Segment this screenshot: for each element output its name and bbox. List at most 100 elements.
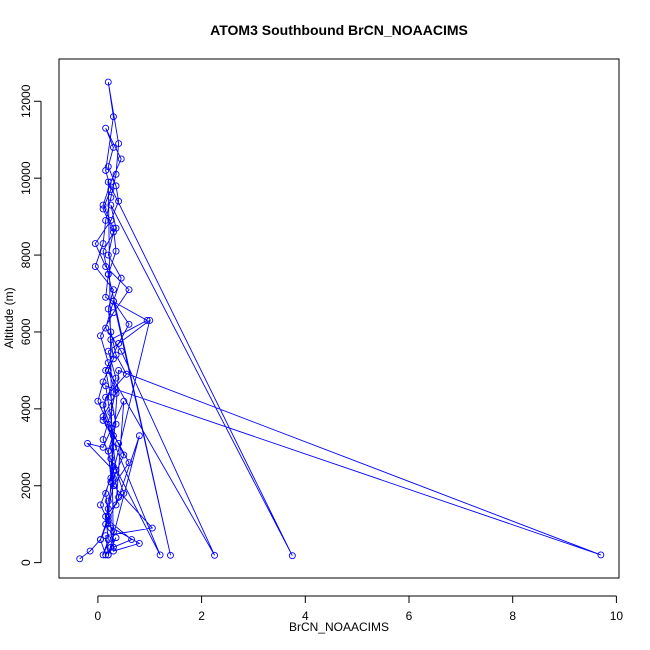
data-point	[109, 286, 117, 294]
data-point	[109, 482, 117, 490]
data-point	[107, 186, 115, 194]
y-tick-label: 10000	[19, 161, 33, 195]
data-point	[104, 78, 112, 86]
data-point	[117, 274, 125, 282]
data-point	[148, 524, 156, 532]
y-tick-label: 2000	[19, 472, 33, 499]
data-point	[120, 451, 128, 459]
data-point	[104, 251, 112, 259]
data-point	[102, 293, 110, 301]
y-tick-label: 4000	[19, 395, 33, 422]
data-point	[97, 332, 104, 340]
data-point	[135, 432, 143, 440]
x-tick-label: 8	[509, 609, 516, 623]
data-point	[125, 459, 133, 467]
x-tick-label: 0	[95, 609, 102, 623]
y-tick-label: 8000	[19, 241, 33, 268]
data-point	[104, 359, 112, 367]
data-point	[112, 420, 120, 428]
data-point	[99, 240, 107, 247]
data-point	[107, 217, 115, 224]
data-point	[102, 489, 110, 497]
chart-title: ATOM3 Southbound BrCN_NOAACIMS	[210, 22, 468, 38]
data-point	[211, 551, 219, 559]
data-point	[107, 201, 115, 209]
data-point	[112, 182, 120, 190]
data-point	[104, 551, 112, 559]
data-point	[99, 401, 107, 409]
data-point	[94, 397, 102, 405]
data-point	[102, 124, 110, 132]
data-point	[115, 439, 123, 447]
data-point	[99, 436, 107, 444]
data-point	[99, 551, 107, 559]
data-point	[99, 413, 107, 420]
data-point	[76, 555, 84, 563]
data-point	[120, 397, 128, 405]
data-point	[91, 263, 99, 271]
data-point	[107, 455, 115, 463]
data-point	[109, 543, 117, 551]
data-point	[99, 443, 107, 451]
data-point	[109, 432, 117, 440]
data-point	[107, 524, 115, 532]
data-point	[115, 197, 123, 205]
data-point	[102, 324, 110, 332]
data-point	[104, 366, 112, 374]
y-tick-label: 0	[19, 559, 33, 566]
data-point	[122, 370, 130, 378]
data-point	[109, 224, 117, 232]
data-point	[107, 336, 115, 344]
data-point	[109, 309, 117, 317]
data-point	[102, 382, 110, 390]
x-tick-label: 4	[302, 609, 309, 623]
x-axis: 0 2 4 6 8 10	[95, 595, 624, 623]
data-point	[107, 178, 115, 186]
data-point	[117, 347, 125, 355]
data-point	[109, 113, 117, 121]
data-point	[91, 240, 99, 247]
y-axis-label: Altitude (m)	[2, 287, 16, 348]
x-tick-label: 6	[406, 609, 413, 623]
data-point	[102, 532, 110, 540]
data-point	[104, 347, 112, 355]
plot-frame	[58, 58, 620, 579]
data-point	[125, 286, 133, 294]
data-point	[112, 224, 120, 232]
data-point	[112, 466, 120, 474]
data-point	[107, 474, 115, 482]
data-point	[597, 551, 605, 559]
data-point	[102, 263, 110, 271]
data-point	[115, 366, 123, 374]
x-tick-label: 10	[610, 609, 624, 623]
data-point	[107, 543, 115, 551]
data-point	[107, 193, 115, 201]
data-point	[115, 340, 123, 347]
data-point	[146, 316, 154, 324]
data-point	[99, 247, 107, 255]
data-point	[104, 270, 112, 278]
data-point	[102, 551, 110, 559]
data-point	[115, 140, 123, 148]
data-point	[104, 305, 112, 313]
data-point	[288, 552, 296, 560]
data-point	[112, 374, 120, 382]
data-point	[107, 328, 115, 336]
data-point	[102, 366, 110, 374]
data-point	[112, 501, 120, 509]
data-point	[112, 170, 120, 178]
data-point	[120, 489, 128, 497]
data-point	[107, 393, 115, 401]
data-point	[102, 393, 110, 401]
y-tick-label: 6000	[19, 318, 33, 345]
data-point	[99, 205, 107, 213]
x-axis-label: BrCN_NOAACIMS	[289, 620, 389, 634]
data-point	[167, 551, 174, 559]
data-point	[109, 474, 117, 482]
data-point	[99, 416, 107, 424]
data-point	[104, 447, 112, 455]
data-point	[117, 155, 125, 163]
data-point	[86, 547, 94, 555]
